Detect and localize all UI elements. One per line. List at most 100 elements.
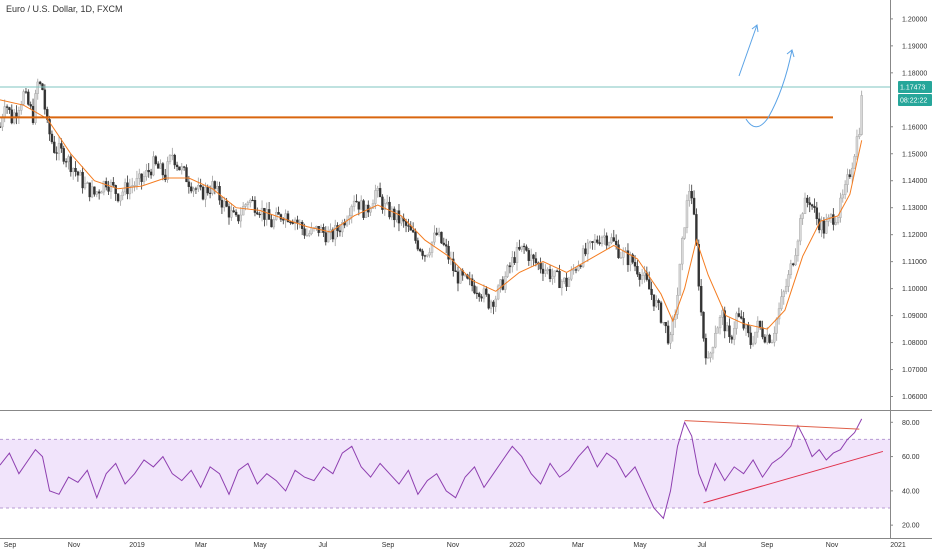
candle-body xyxy=(133,185,136,187)
candle-body xyxy=(57,143,61,154)
candle-body xyxy=(310,227,313,234)
candle-body xyxy=(690,191,693,199)
candle-body xyxy=(499,279,502,287)
candle-body xyxy=(820,220,823,231)
candle-body xyxy=(768,334,771,343)
candle-body xyxy=(442,242,446,245)
candle-body xyxy=(787,274,790,287)
candle-body xyxy=(277,212,280,215)
candle-body xyxy=(428,252,431,256)
candle-body xyxy=(357,201,361,210)
candle-body xyxy=(511,257,514,268)
rsi-tick-label: 20.00 xyxy=(902,523,920,530)
y-tick-label: 1.14000 xyxy=(902,178,927,185)
candle-body xyxy=(832,214,835,225)
candle-body xyxy=(128,185,132,195)
candle-body xyxy=(102,181,106,193)
candle-body xyxy=(858,134,861,137)
candle-body xyxy=(770,341,774,344)
projection-arrow-2 xyxy=(745,49,793,128)
candle-body xyxy=(241,206,245,216)
candle-body xyxy=(173,154,176,166)
candle-body xyxy=(395,210,398,221)
candle-body xyxy=(171,154,174,157)
candle-body xyxy=(213,181,217,189)
candle-body xyxy=(185,167,188,183)
candle-body xyxy=(93,186,96,195)
candle-body xyxy=(206,187,209,194)
candle-body xyxy=(508,265,512,268)
candle-body xyxy=(699,286,703,313)
candle-body xyxy=(803,197,807,214)
candle-body xyxy=(376,188,379,191)
candle-body xyxy=(532,254,535,259)
y-tick-label: 1.10000 xyxy=(902,286,927,293)
candle-body xyxy=(792,263,795,266)
candle-body xyxy=(784,286,788,292)
candle-body xyxy=(478,293,481,297)
candle-body xyxy=(378,188,382,198)
candle-body xyxy=(121,191,124,196)
candle-body xyxy=(355,200,358,203)
candle-body xyxy=(5,106,9,108)
candle-body xyxy=(393,208,396,221)
candle-body xyxy=(220,199,224,208)
candle-body xyxy=(180,166,183,171)
candle-body xyxy=(246,202,250,205)
candle-body xyxy=(225,200,228,207)
candle-body xyxy=(475,292,479,295)
candle-body xyxy=(815,207,819,220)
candle-body xyxy=(168,155,172,162)
candle-body xyxy=(711,346,715,354)
candle-body xyxy=(284,213,287,221)
candle-body xyxy=(326,232,330,243)
candle-body xyxy=(267,209,271,220)
y-tick-label: 1.11000 xyxy=(902,259,927,266)
candle-body xyxy=(48,119,51,135)
candle-body xyxy=(64,161,68,163)
candle-body xyxy=(723,310,726,332)
price-label: 1.17473 xyxy=(900,85,925,92)
y-tick-label: 1.07000 xyxy=(902,367,927,374)
candle-body xyxy=(249,199,252,203)
candle-body xyxy=(194,188,198,190)
candle-body xyxy=(83,183,87,189)
candle-body xyxy=(381,196,384,210)
candle-body xyxy=(560,281,564,289)
candle-body xyxy=(112,182,115,186)
x-tick-label: Jul xyxy=(698,542,707,549)
candle-body xyxy=(579,265,582,267)
candle-body xyxy=(612,237,615,242)
x-tick-label: May xyxy=(253,542,267,549)
candle-body xyxy=(199,185,202,188)
candle-body xyxy=(131,185,134,187)
candle-body xyxy=(716,327,719,334)
candle-body xyxy=(0,126,2,128)
candle-body xyxy=(747,324,750,334)
candle-body xyxy=(315,225,318,228)
candle-body xyxy=(572,269,575,271)
x-tick-label: 2019 xyxy=(129,542,145,549)
candle-body xyxy=(494,298,497,307)
candle-body xyxy=(714,333,717,348)
candle-body xyxy=(730,336,734,340)
candle-body xyxy=(725,325,729,332)
y-tick-label: 1.09000 xyxy=(902,313,927,320)
candle-body xyxy=(159,163,162,169)
candle-body xyxy=(215,185,219,189)
candle-body xyxy=(123,182,127,193)
candle-body xyxy=(558,271,561,289)
candle-body xyxy=(574,269,578,271)
x-tick-label: Nov xyxy=(826,542,839,549)
x-tick-label: Sep xyxy=(382,542,395,549)
candle-body xyxy=(522,245,526,248)
candle-body xyxy=(808,202,811,205)
candle-body xyxy=(397,210,401,224)
countdown-bg xyxy=(898,94,932,107)
candle-body xyxy=(780,296,783,309)
candle-body xyxy=(289,221,292,223)
candle-body xyxy=(74,167,77,172)
candle-body xyxy=(777,308,781,320)
candle-body xyxy=(853,156,856,169)
x-tick-label: Nov xyxy=(68,542,81,549)
